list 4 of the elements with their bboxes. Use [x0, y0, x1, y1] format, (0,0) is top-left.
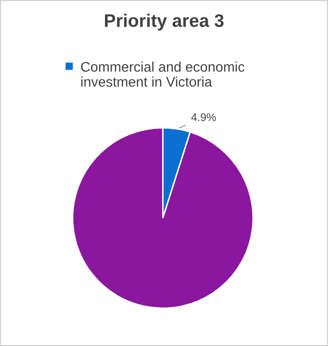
pie-slice — [72, 127, 254, 309]
chart-title: Priority area 3 — [104, 14, 224, 31]
legend-label: Commercial and economic investment in Victoria — [81, 62, 244, 87]
data-label: 4.9% — [191, 113, 216, 122]
